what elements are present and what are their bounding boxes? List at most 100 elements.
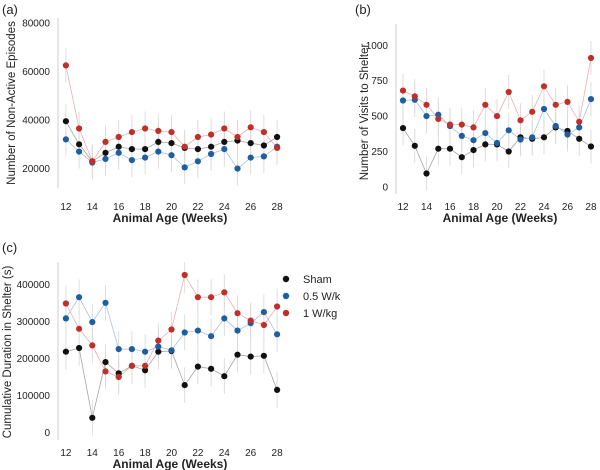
- data-point-0-5-w-k: [260, 309, 267, 316]
- data-point-1-w-kg: [540, 83, 548, 90]
- data-point-1-w-kg: [529, 108, 536, 115]
- data-point-sham: [274, 386, 281, 393]
- data-point-0-5-w-k: [564, 131, 571, 138]
- data-point-sham: [260, 142, 267, 149]
- legend-marker-1wkg: [282, 309, 290, 317]
- data-point-sham: [482, 141, 489, 148]
- panel-a-xtick-label: 28: [272, 202, 284, 213]
- data-point-1-w-kg: [194, 133, 201, 141]
- data-point-1-w-kg: [247, 317, 254, 324]
- data-point-0-5-w-k: [168, 152, 175, 159]
- panel-a-xtick-label: 18: [140, 202, 152, 213]
- data-point-0-5-w-k: [576, 124, 583, 131]
- panel-b-xtick-label: 14: [421, 202, 433, 213]
- data-point-0-5-w-k: [89, 319, 96, 326]
- data-point-0-5-w-k: [194, 327, 201, 334]
- data-point-1-w-kg: [274, 303, 281, 310]
- data-point-1-w-kg: [517, 117, 524, 124]
- data-point-1-w-kg: [221, 125, 228, 132]
- data-point-sham: [62, 118, 69, 125]
- data-point-0-5-w-k: [115, 346, 122, 353]
- data-point-0-5-w-k: [194, 158, 201, 165]
- panel-b-xtick-label: 16: [444, 202, 456, 213]
- data-point-1-w-kg: [168, 129, 175, 136]
- panel-c-y-axis-label: Cumulative Duration in Shelter (s): [2, 266, 14, 439]
- data-point-sham: [155, 348, 162, 355]
- data-point-1-w-kg: [260, 129, 267, 136]
- data-point-sham: [181, 382, 188, 389]
- data-point-sham: [142, 367, 149, 374]
- data-point-sham: [208, 143, 215, 150]
- data-point-1-w-kg: [168, 326, 175, 333]
- data-point-1-w-kg: [399, 87, 407, 94]
- data-point-1-w-kg: [194, 294, 201, 301]
- panel-a-xtick-label: 26: [245, 202, 257, 213]
- data-point-1-w-kg: [482, 101, 489, 108]
- data-point-sham: [128, 146, 135, 153]
- data-point-0-5-w-k: [423, 113, 430, 120]
- data-point-1-w-kg: [128, 362, 135, 369]
- data-point-1-w-kg: [208, 294, 215, 301]
- panel-c-label: (c): [2, 240, 17, 255]
- data-point-0-5-w-k: [221, 146, 228, 153]
- data-point-0-5-w-k: [168, 347, 175, 354]
- panel-a-xtick-label: 22: [192, 202, 204, 213]
- data-point-0-5-w-k: [517, 136, 524, 143]
- data-point-1-w-kg: [260, 321, 267, 329]
- panel-a-y-ticks: 20000 40000 60000 80000: [22, 18, 50, 175]
- panel-c-xtick-label: 18: [140, 448, 152, 459]
- panel-c-xtick-label: 24: [219, 448, 231, 459]
- data-point-sham: [576, 135, 583, 142]
- panel-b-ytick-label: 750: [371, 76, 388, 87]
- data-point-1-w-kg: [208, 131, 215, 138]
- panel-a-marks: [62, 48, 281, 186]
- panel-c-ytick-label: 200000: [17, 354, 51, 365]
- data-point-0-5-w-k: [76, 148, 83, 155]
- data-point-0-5-w-k: [470, 137, 477, 144]
- panel-a-y-axis-label: Number of Non-Active Episodes: [6, 21, 18, 185]
- data-point-1-w-kg: [76, 325, 83, 332]
- panel-a-x-ticks: 12 14 16 18 20 22 24 26 28: [60, 202, 283, 213]
- data-point-1-w-kg: [470, 124, 477, 131]
- data-point-1-w-kg: [505, 88, 512, 96]
- data-point-0-5-w-k: [260, 153, 267, 160]
- data-point-1-w-kg: [411, 93, 418, 100]
- panel-b-xtick-label: 26: [562, 202, 574, 213]
- panel-a: (a) 20000 40000 60000 80000 12 14 16 18 …: [2, 2, 283, 225]
- data-point-1-w-kg: [247, 124, 254, 131]
- data-point-1-w-kg: [128, 129, 135, 136]
- data-point-sham: [505, 148, 512, 155]
- data-point-0-5-w-k: [142, 348, 149, 355]
- legend-label-sham: Sham: [303, 274, 332, 286]
- panel-b-label: (b): [355, 2, 371, 17]
- data-point-0-5-w-k: [155, 148, 162, 155]
- panel-b-xtick-label: 12: [397, 202, 409, 213]
- data-point-0-5-w-k: [587, 96, 595, 103]
- panel-a-xtick-label: 14: [87, 202, 99, 213]
- panel-c-xtick-label: 22: [192, 448, 204, 459]
- data-point-sham: [423, 170, 430, 177]
- panel-b: (b) 0 250 500 750 1000 12 14 16 18 20 22…: [355, 2, 597, 225]
- panel-a-xtick-label: 12: [60, 202, 72, 213]
- data-point-sham: [76, 141, 83, 148]
- data-point-sham: [89, 414, 96, 421]
- data-point-1-w-kg: [115, 373, 122, 381]
- data-point-sham: [194, 146, 201, 153]
- data-point-1-w-kg: [89, 342, 96, 349]
- data-point-1-w-kg: [552, 101, 559, 108]
- data-point-0-5-w-k: [102, 299, 109, 306]
- data-point-1-w-kg: [181, 271, 188, 279]
- panel-b-ytick-label: 500: [371, 112, 388, 123]
- panel-c-xtick-label: 12: [60, 448, 72, 459]
- data-point-1-w-kg: [102, 138, 109, 145]
- panel-b-xtick-label: 28: [585, 202, 597, 213]
- legend-label-0.5wk: 0.5 W/k: [303, 291, 341, 303]
- data-point-0-5-w-k: [62, 136, 69, 143]
- data-point-sham: [194, 363, 201, 370]
- data-point-sham: [587, 143, 595, 150]
- panel-a-label: (a): [2, 2, 18, 17]
- panel-a-xtick-label: 16: [113, 202, 125, 213]
- data-point-sham: [142, 146, 149, 153]
- data-point-1-w-kg: [155, 127, 162, 134]
- panel-c-xtick-label: 28: [272, 448, 284, 459]
